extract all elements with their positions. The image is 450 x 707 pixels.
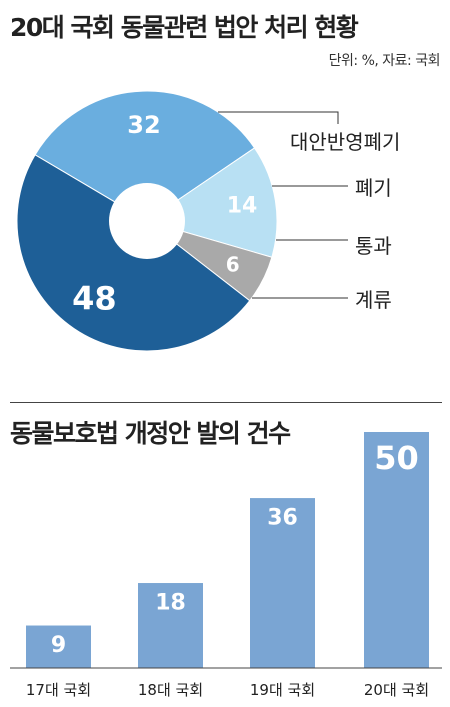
bar-category-label-4: 20대 국회 — [364, 681, 429, 699]
bar-4 — [364, 432, 429, 668]
bar-category-label-3: 19대 국회 — [250, 681, 315, 699]
bar-value-label-3: 36 — [267, 506, 298, 531]
bar-category-label-1: 17대 국회 — [26, 681, 91, 699]
pie-category-label-3: 통과 — [355, 234, 392, 258]
pie-category-label-4: 계류 — [355, 288, 392, 312]
bar-3 — [250, 498, 315, 668]
pie-slice-1 — [34, 90, 256, 222]
pie-category-label-2: 폐기 — [355, 176, 392, 200]
pie-value-label-4: 48 — [72, 279, 117, 317]
section-divider — [10, 402, 442, 403]
pie-value-label-3: 6 — [226, 253, 240, 277]
bar-chart-title: 동물보호법 개정안 발의 건수 — [10, 419, 291, 448]
unit-note: 단위: %, 자료: 국회 — [328, 53, 441, 69]
pie-leader-line-1 — [218, 111, 339, 124]
pie-value-label-1: 32 — [127, 111, 160, 139]
bar-category-label-2: 18대 국회 — [138, 681, 203, 699]
bar-value-label-1: 9 — [51, 633, 66, 658]
bar-value-label-2: 18 — [155, 591, 186, 616]
bar-1 — [26, 625, 91, 668]
pie-chart-title: 20대 국회 동물관련 법안 처리 현황 — [10, 13, 359, 42]
donut-hole — [109, 183, 185, 259]
pie-category-label-1: 대안반영폐기 — [290, 130, 400, 154]
bar-2 — [138, 583, 203, 668]
bar-value-label-4: 50 — [374, 439, 419, 477]
pie-value-label-2: 14 — [227, 193, 258, 218]
